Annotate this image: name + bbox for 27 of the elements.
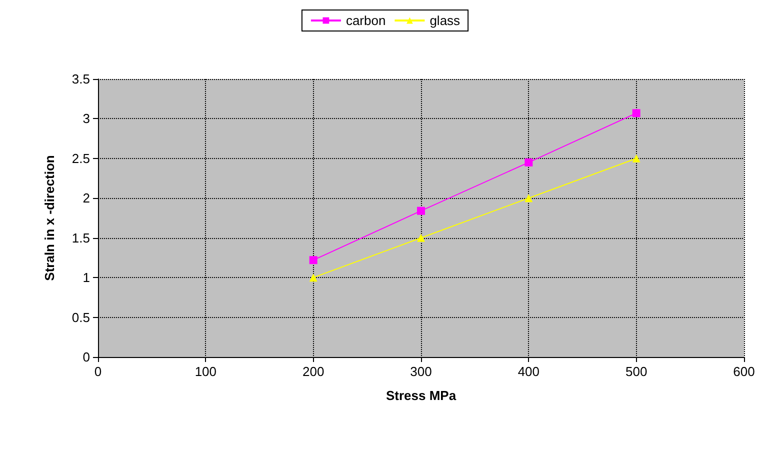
x-tick-label: 200 bbox=[302, 364, 324, 379]
y-tick-label: 0.5 bbox=[72, 310, 90, 325]
x-tick-label: 100 bbox=[194, 364, 217, 379]
point bbox=[524, 194, 533, 202]
point bbox=[524, 158, 533, 166]
y-tick-label: 0 bbox=[82, 350, 90, 364]
legend-label: glass bbox=[430, 13, 461, 28]
x-tick-label: 400 bbox=[518, 364, 540, 379]
point bbox=[417, 234, 425, 242]
x-tick-label: 0 bbox=[94, 364, 102, 379]
point bbox=[632, 109, 640, 118]
y-tick-label: 2 bbox=[82, 190, 90, 206]
x-tick-label: 300 bbox=[410, 364, 432, 379]
point bbox=[309, 274, 318, 282]
y-tick-label: 1.5 bbox=[72, 230, 90, 246]
point bbox=[309, 256, 318, 264]
y-axis-title: Straln in x -direction bbox=[42, 155, 57, 281]
y-tick-label: 3 bbox=[82, 111, 90, 126]
y-tick-label: 3.5 bbox=[72, 72, 90, 86]
x-tick-label: 500 bbox=[625, 364, 648, 379]
x-axis-title: Stress MPa bbox=[386, 388, 457, 403]
y-tick-label: 2.5 bbox=[72, 150, 90, 166]
legend-label: carbon bbox=[346, 13, 386, 28]
point bbox=[632, 154, 640, 162]
x-tick-label: 600 bbox=[733, 364, 755, 379]
y-tick-label: 1 bbox=[82, 270, 90, 286]
point bbox=[417, 206, 425, 215]
